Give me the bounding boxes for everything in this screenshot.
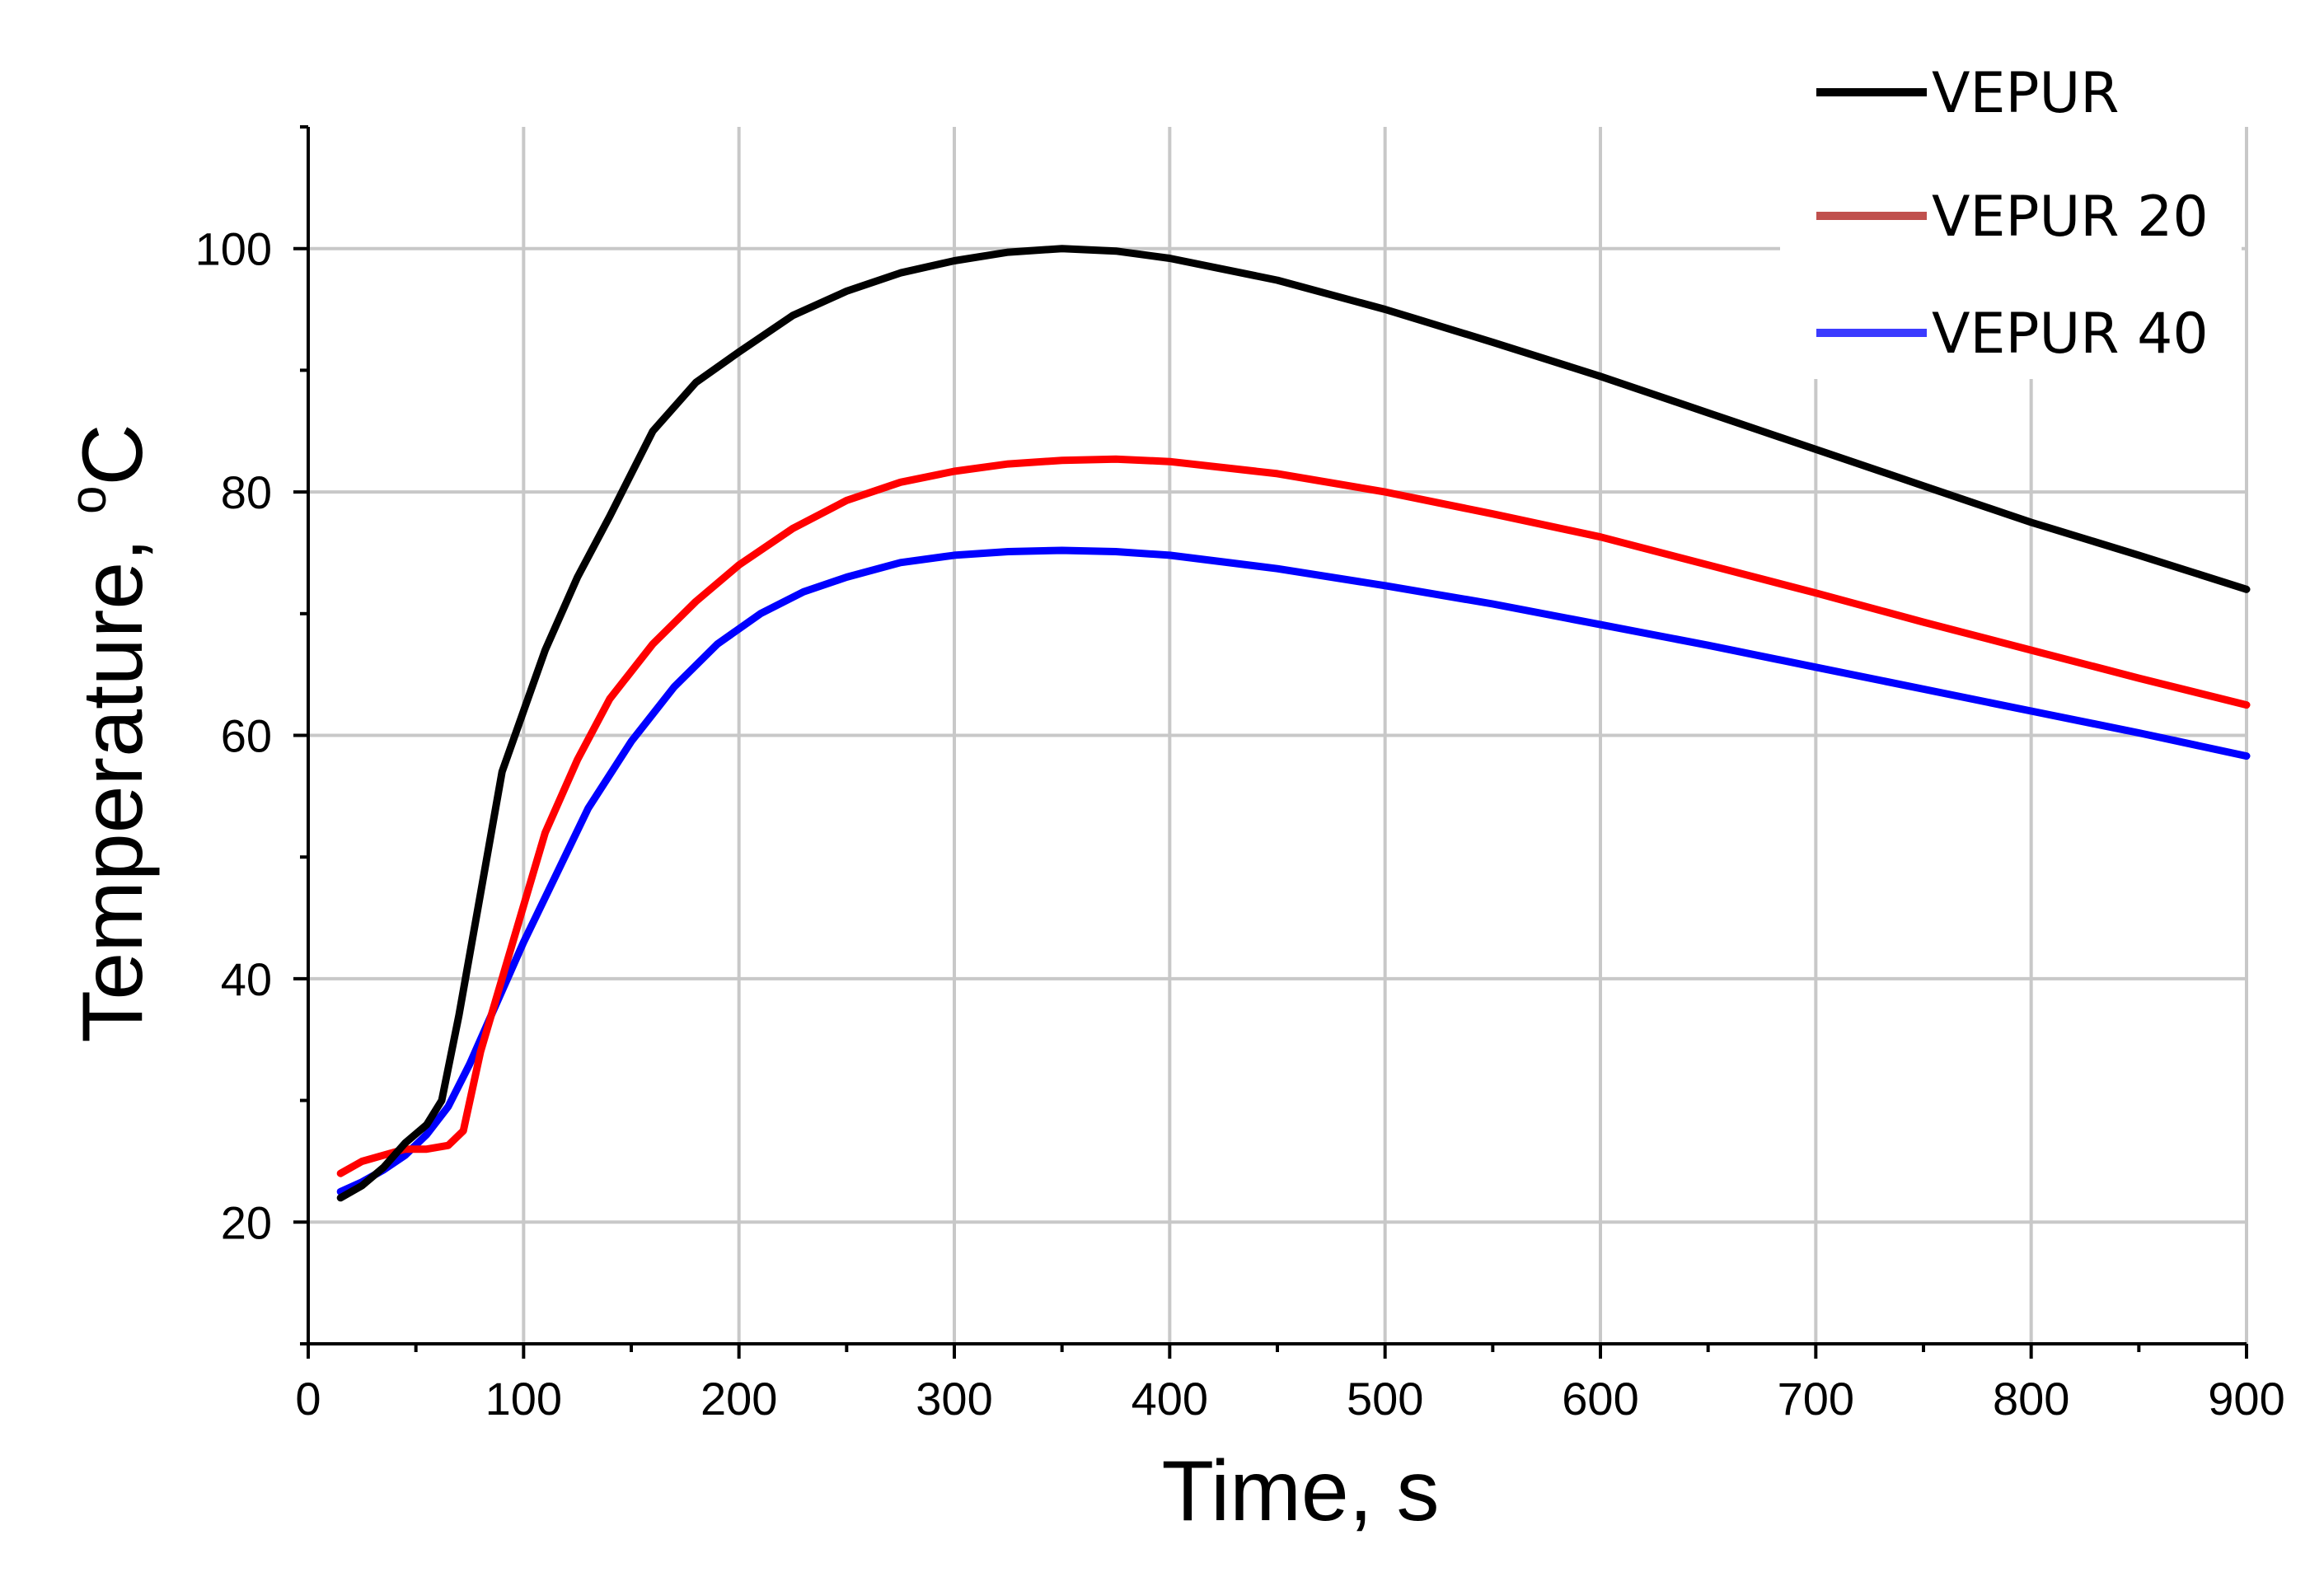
y-tick-label: 80 — [221, 466, 272, 518]
x-tick-label: 600 — [1562, 1373, 1638, 1425]
y-axis-title-degree: o — [60, 486, 117, 514]
series — [336, 245, 2251, 1202]
x-axis-title: Time, s — [1161, 1444, 1439, 1539]
series-line-vepur-40 — [336, 546, 2251, 1196]
legend-label-vepur: VEPUR — [1932, 61, 2120, 126]
x-tick-label: 500 — [1347, 1373, 1423, 1425]
x-tick-label: 400 — [1132, 1373, 1208, 1425]
x-tick-label: 700 — [1778, 1373, 1854, 1425]
y-tick-label: 40 — [221, 953, 272, 1005]
x-tick-label: 200 — [700, 1373, 777, 1425]
legend-label-vepur-40: VEPUR 40 — [1932, 302, 2209, 367]
tick-labels: 0 100 200 300 400 500 600 700 800 900 20 40 60 80 100 — [195, 223, 2285, 1425]
x-tick-label: 0 — [295, 1373, 321, 1425]
y-axis-title-unit: C — [65, 423, 161, 485]
y-axis-title: Temperature, oC — [60, 423, 161, 1042]
ticks — [293, 125, 2248, 1359]
series-line-vepur — [336, 245, 2251, 1202]
y-tick-label: 60 — [221, 710, 272, 762]
x-tick-label: 900 — [2208, 1373, 2284, 1425]
x-tick-label: 100 — [485, 1373, 562, 1425]
y-tick-label: 100 — [195, 223, 272, 275]
x-tick-label: 800 — [1993, 1373, 2069, 1425]
y-tick-label: 20 — [221, 1196, 272, 1248]
y-axis-title-main: Temperature, — [65, 514, 161, 1043]
series-line-vepur-20 — [336, 455, 2251, 1177]
legend-label-vepur-20: VEPUR 20 — [1932, 185, 2209, 250]
legend: VEPUR VEPUR 20 VEPUR 40 — [1780, 33, 2242, 379]
x-tick-label: 300 — [916, 1373, 992, 1425]
